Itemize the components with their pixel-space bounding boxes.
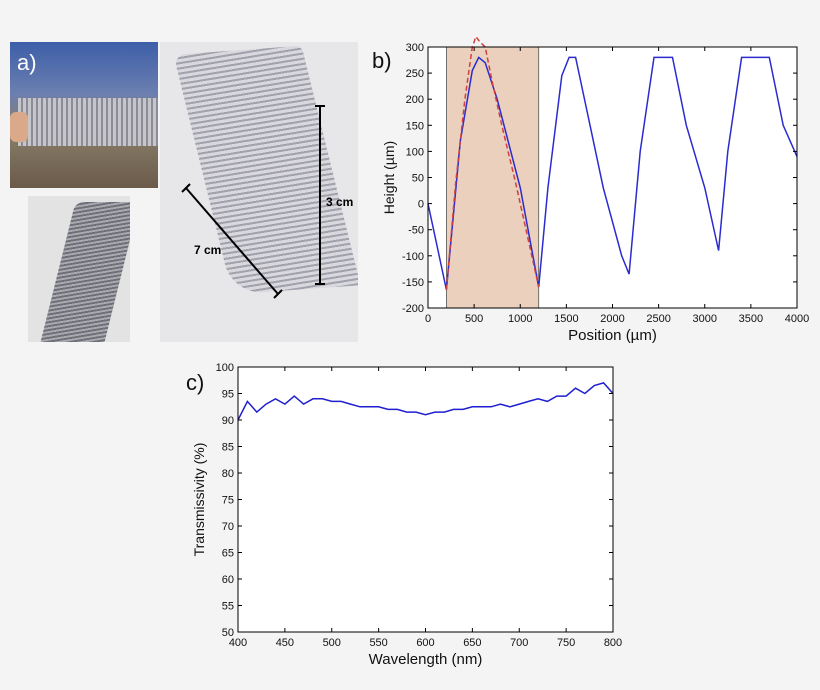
x-tick-label-c: 550 (369, 637, 387, 649)
y-tick-label-b: -200 (402, 303, 424, 315)
y-tick-label-b: -150 (402, 277, 424, 289)
sample-strip (18, 98, 158, 146)
x-tick-label-c: 400 (229, 637, 247, 649)
y-tick-label-c: 60 (222, 574, 234, 586)
dimension-label-3cm: 3 cm (326, 195, 353, 209)
x-tick-label-b: 1000 (508, 313, 532, 325)
photo-sample-edge (28, 196, 130, 342)
photo-curved-sample: 3 cm 7 cm (160, 42, 358, 342)
x-tick-label-b: 0 (425, 313, 431, 325)
y-tick-label-c: 50 (222, 627, 234, 639)
y-tick-label-c: 95 (222, 389, 234, 401)
highlight-region-b (446, 46, 540, 309)
y-tick-label-b: 100 (406, 146, 424, 158)
dimension-cap-right (273, 289, 283, 299)
y-tick-label-c: 75 (222, 495, 234, 507)
x-tick-label-b: 500 (465, 313, 483, 325)
x-tick-label-b: 3500 (739, 313, 763, 325)
dimension-line-7cm (185, 187, 279, 295)
y-tick-label-b: 150 (406, 120, 424, 132)
x-tick-label-c: 650 (463, 637, 481, 649)
y-tick-label-c: 65 (222, 548, 234, 560)
y-tick-label-c: 100 (216, 362, 234, 374)
dimension-label-7cm: 7 cm (194, 243, 221, 257)
x-tick-label-b: 2000 (600, 313, 624, 325)
finger (10, 112, 28, 142)
photo-hand-held-sample (10, 42, 158, 188)
y-tick-label-b: -100 (402, 251, 424, 263)
x-tick-label-c: 450 (276, 637, 294, 649)
panel-label-a: a) (17, 50, 37, 75)
panel-label-c: c) (186, 370, 205, 395)
x-tick-label-c: 500 (323, 637, 341, 649)
y-tick-label-b: -50 (408, 225, 424, 237)
y-tick-label-b: 50 (412, 173, 424, 185)
x-axis-label-b: Position (µm) (568, 327, 657, 344)
x-tick-label-c: 800 (604, 637, 622, 649)
plot-area-c (238, 367, 613, 632)
y-tick-label-c: 90 (222, 415, 234, 427)
x-tick-label-c: 700 (510, 637, 528, 649)
y-tick-label-b: 0 (418, 199, 424, 211)
y-tick-label-b: 300 (406, 42, 424, 54)
x-tick-label-b: 4000 (785, 313, 809, 325)
y-tick-label-c: 80 (222, 468, 234, 480)
x-tick-label-b: 3000 (693, 313, 717, 325)
x-tick-label-c: 750 (557, 637, 575, 649)
x-tick-label-c: 600 (416, 637, 434, 649)
y-tick-label-b: 200 (406, 94, 424, 106)
dimension-cap-left (181, 183, 191, 193)
y-axis-label-c: Transmissivity (%) (191, 443, 207, 557)
panel-label-b: b) (372, 48, 392, 73)
y-axis-label-b: Height (µm) (381, 141, 397, 214)
y-tick-label-b: 250 (406, 68, 424, 80)
x-tick-label-b: 1500 (554, 313, 578, 325)
y-tick-label-c: 85 (222, 442, 234, 454)
series-line-b-1 (445, 34, 540, 290)
series-line-b-0 (427, 56, 798, 290)
y-tick-label-c: 55 (222, 601, 234, 613)
series-line-c-0 (237, 382, 614, 421)
x-tick-label-b: 2500 (646, 313, 670, 325)
x-axis-label-c: Wavelength (nm) (369, 651, 483, 668)
dimension-marks: 3 cm 7 cm (181, 105, 353, 299)
y-tick-label-c: 70 (222, 521, 234, 533)
